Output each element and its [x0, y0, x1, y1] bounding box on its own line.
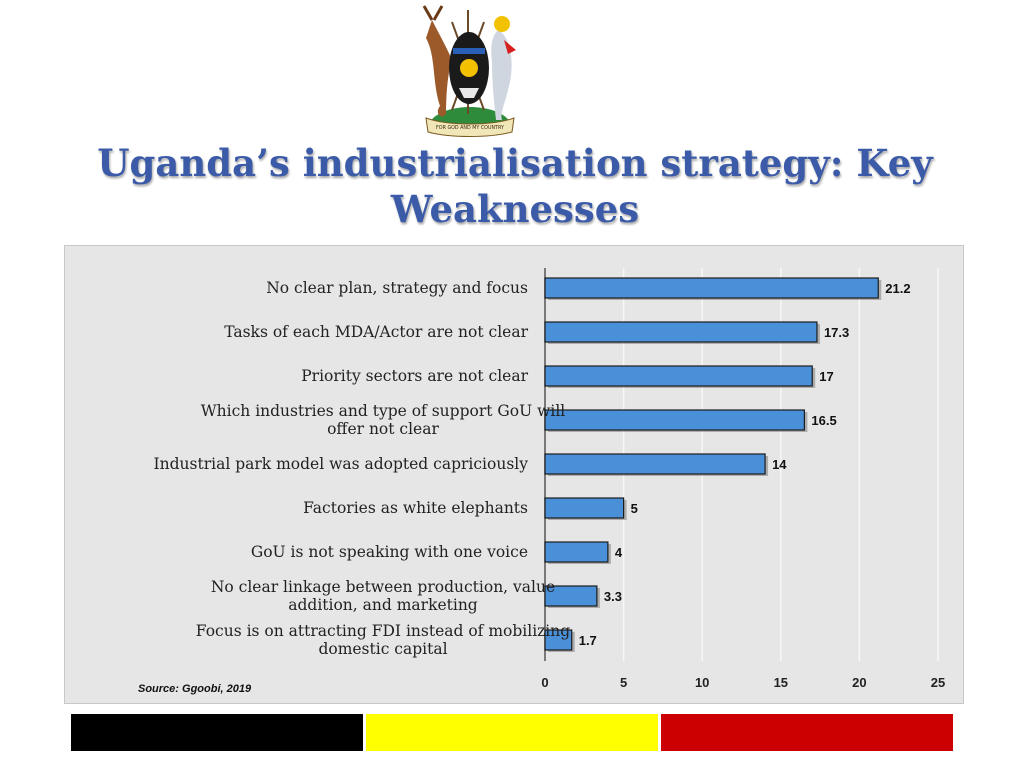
kob-horns [422, 5, 444, 21]
data-label: 17 [819, 369, 833, 384]
x-tick-label: 25 [931, 675, 945, 690]
category-label: Which industries and type of support GoU… [201, 402, 566, 438]
x-tick-label: 0 [541, 675, 548, 690]
category-label-line: domestic capital [318, 640, 447, 658]
x-tick-label: 10 [695, 675, 709, 690]
motto-text: FOR GOD AND MY COUNTRY [436, 125, 504, 131]
shield-sun [460, 59, 478, 77]
data-label: 14 [772, 457, 787, 472]
bar [544, 585, 598, 607]
crane-crest [494, 16, 510, 32]
crane-bird [491, 30, 512, 120]
data-label: 17.3 [824, 325, 849, 340]
data-label: 21.2 [885, 281, 910, 296]
data-label: 3.3 [604, 589, 622, 604]
category-label-line: addition, and marketing [288, 596, 478, 614]
flag-stripe-black [71, 714, 363, 751]
category-label-line: Which industries and type of support GoU… [201, 402, 566, 420]
shield-drum [459, 88, 479, 98]
category-label: Priority sectors are not clear [301, 367, 528, 385]
bar [544, 629, 573, 651]
data-label: 16.5 [811, 413, 836, 428]
bar [544, 321, 818, 343]
category-label: Focus is on attracting FDI instead of mo… [196, 622, 570, 658]
data-label: 1.7 [579, 633, 597, 648]
category-label: Industrial park model was adopted capric… [154, 455, 529, 473]
category-label: Factories as white elephants [303, 499, 528, 517]
bar [544, 409, 805, 431]
bar [544, 277, 879, 299]
category-label: No clear linkage between production, val… [211, 578, 555, 614]
motto-scroll [425, 117, 515, 137]
category-label: Tasks of each MDA/Actor are not clear [224, 323, 528, 341]
flag-stripe-red [661, 714, 953, 751]
flag-stripe-yellow [366, 714, 658, 751]
x-tick-label: 5 [620, 675, 627, 690]
source-citation: Source: Ggoobi, 2019 [138, 683, 252, 695]
category-label: No clear plan, strategy and focus [266, 279, 528, 297]
category-label: GoU is not speaking with one voice [251, 543, 528, 561]
category-label-line: offer not clear [327, 420, 439, 438]
coat-of-arms-logo: FOR GOD AND MY COUNTRY [422, 5, 516, 137]
crane-wattle [504, 40, 516, 54]
x-tick-label: 15 [774, 675, 788, 690]
data-label: 4 [615, 545, 623, 560]
kob-antelope [426, 20, 452, 117]
bar-chart: 0 5 10 15 20 25 21.2 No clear plan, strategy an… [154, 268, 945, 690]
page-title: Uganda’s industrialisation strategy: Key… [97, 141, 933, 231]
bar [544, 365, 813, 387]
category-label-line: No clear linkage between production, val… [211, 578, 555, 596]
chart-panel: 0 5 10 15 20 25 21.2 No clear plan, strategy an… [64, 245, 964, 704]
bar [544, 497, 625, 519]
shield-waves [453, 48, 485, 54]
bar [544, 453, 766, 475]
category-label-line: Focus is on attracting FDI instead of mo… [196, 622, 570, 640]
data-label: 5 [631, 501, 638, 516]
bar [544, 541, 609, 563]
x-tick-label: 20 [852, 675, 866, 690]
